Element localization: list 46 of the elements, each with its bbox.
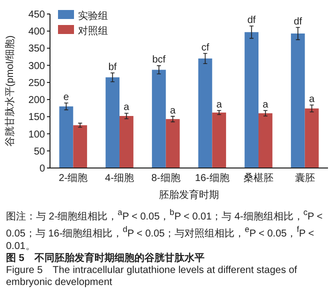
bar bbox=[198, 58, 212, 168]
x-tick-label: 8-细胞 bbox=[151, 172, 180, 184]
annotation: a bbox=[262, 100, 269, 111]
annotation: cf bbox=[201, 42, 210, 54]
legend-label: 实验组 bbox=[78, 10, 108, 22]
y-tick-label: 100 bbox=[28, 129, 46, 140]
bar bbox=[152, 70, 166, 168]
bar bbox=[59, 106, 74, 168]
y-tick-label: 0 bbox=[39, 164, 46, 174]
bar bbox=[212, 112, 226, 168]
bar bbox=[258, 113, 272, 168]
text: Figure 5 The intracellular glutathione levels at different stages of embryonic development bbox=[6, 264, 298, 289]
annotation: bcf bbox=[152, 54, 166, 66]
annotation: a bbox=[170, 105, 176, 116]
annotation: bf bbox=[108, 62, 117, 73]
bar bbox=[290, 34, 305, 168]
bar bbox=[244, 32, 258, 168]
x-tick-label: 16-细胞 bbox=[194, 172, 230, 184]
y-tick-label: 400 bbox=[28, 26, 46, 38]
bar bbox=[73, 125, 88, 168]
annotation: a bbox=[124, 102, 130, 114]
y-tick-label: 450 bbox=[28, 10, 46, 20]
legend-label: 对照组 bbox=[78, 25, 108, 37]
bar bbox=[304, 108, 319, 168]
annotation: df bbox=[247, 14, 256, 26]
annotation: df bbox=[294, 16, 302, 28]
y-tick-label: 50 bbox=[34, 146, 46, 158]
x-axis-title: 胚胎发育时期 bbox=[159, 189, 219, 201]
y-axis-title: 谷胱甘肽水平(pmol/细胞) bbox=[4, 35, 16, 147]
y-tick-label: 300 bbox=[28, 60, 46, 72]
x-tick-label: 4-细胞 bbox=[105, 172, 134, 184]
y-tick-label: 200 bbox=[28, 95, 46, 106]
text: 图 5 不同胚胎发育时期细胞的谷胱甘肽水平 bbox=[6, 252, 206, 265]
y-tick-label: 250 bbox=[28, 78, 46, 89]
annotation: a bbox=[309, 94, 315, 106]
bar bbox=[106, 77, 120, 168]
text: 图注：与 2-细胞组相比，$^{a}$P < 0.05，$^{b}$P < 0.01；与 4-细胞组相比，$^{c}$P < 0.05；与 16-细胞组相比，$^{d}$P < 0.05；与对照组相比，$^{e}$P < 0.05，$^{f}$P < 0.01。 bbox=[6, 207, 323, 252]
x-tick-label: 囊胚 bbox=[294, 172, 315, 184]
y-tick-label: 350 bbox=[28, 44, 46, 55]
y-tick-label: 150 bbox=[28, 112, 46, 124]
annotation: e bbox=[63, 92, 70, 103]
x-tick-label: 2-细胞 bbox=[58, 172, 88, 184]
bar bbox=[166, 119, 180, 168]
annotation: a bbox=[216, 100, 222, 111]
x-tick-label: 桑椹胚 bbox=[244, 172, 274, 184]
bar bbox=[120, 116, 134, 168]
